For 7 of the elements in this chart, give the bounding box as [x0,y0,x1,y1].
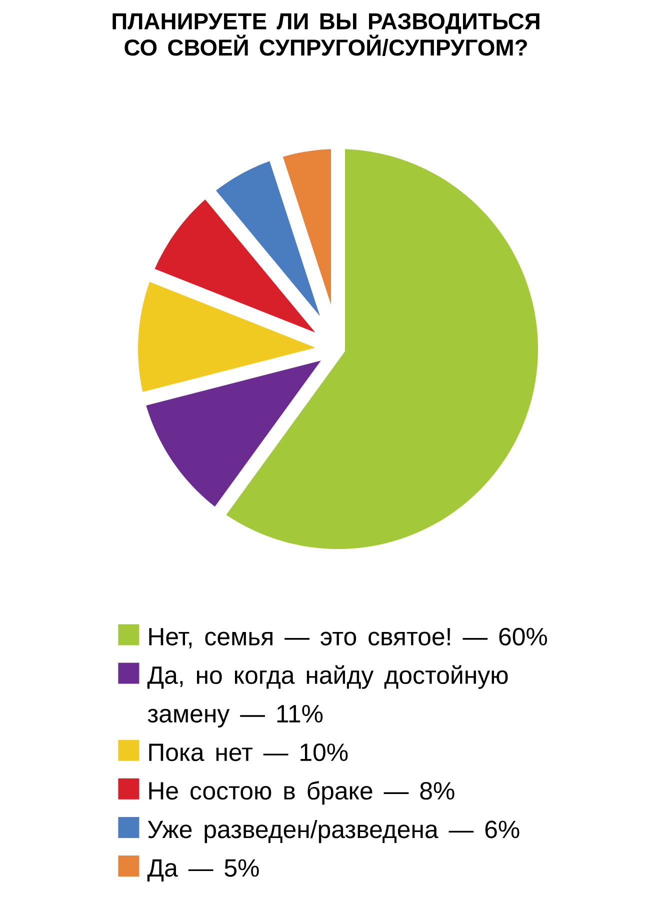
legend-label: Да — 5% [147,859,259,882]
legend-label: Не состою в браке — 8% [149,781,454,805]
legend-label: Нет, семья — это святое! — 60% [149,628,547,648]
legend-label: Пока нет — 10% [149,743,348,762]
legend-label: Да, но когда найду достойную замену — 11% [147,665,508,728]
chart-title: ПЛАНИРУЕТЕ ЛИ ВЫ РАЗВОДИТЬСЯ СО СВОЕЙ СУПРУГОЙ/СУПРУГОМ? [112,13,540,56]
legend-label: Уже разведен/разведена — 6% [148,820,520,844]
